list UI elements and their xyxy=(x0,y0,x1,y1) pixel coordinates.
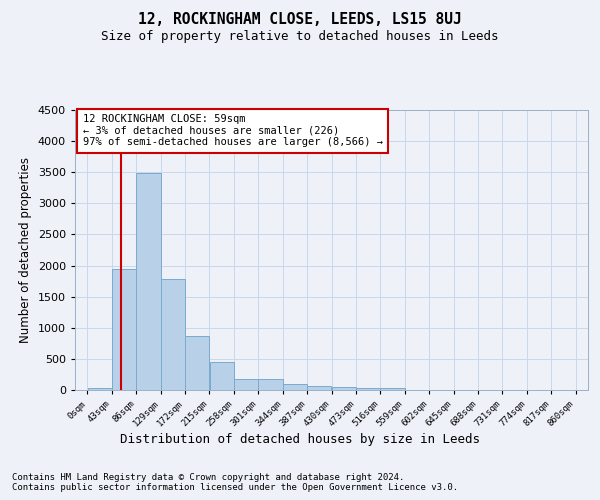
Bar xyxy=(332,387,356,390)
Bar xyxy=(161,279,185,390)
Bar xyxy=(209,362,234,390)
Bar xyxy=(259,380,283,390)
Bar xyxy=(234,379,258,390)
Bar xyxy=(356,388,380,390)
Text: 12, ROCKINGHAM CLOSE, LEEDS, LS15 8UJ: 12, ROCKINGHAM CLOSE, LEEDS, LS15 8UJ xyxy=(138,12,462,28)
Bar xyxy=(380,388,404,390)
Bar xyxy=(307,386,331,390)
Bar xyxy=(136,174,161,390)
Text: Distribution of detached houses by size in Leeds: Distribution of detached houses by size … xyxy=(120,432,480,446)
Text: Contains public sector information licensed under the Open Government Licence v3: Contains public sector information licen… xyxy=(12,484,458,492)
Text: Size of property relative to detached houses in Leeds: Size of property relative to detached ho… xyxy=(101,30,499,43)
Y-axis label: Number of detached properties: Number of detached properties xyxy=(19,157,32,343)
Text: Contains HM Land Registry data © Crown copyright and database right 2024.: Contains HM Land Registry data © Crown c… xyxy=(12,472,404,482)
Bar xyxy=(185,336,209,390)
Text: 12 ROCKINGHAM CLOSE: 59sqm
← 3% of detached houses are smaller (226)
97% of semi: 12 ROCKINGHAM CLOSE: 59sqm ← 3% of detac… xyxy=(83,114,383,148)
Bar xyxy=(88,388,112,390)
Bar xyxy=(283,384,307,390)
Bar xyxy=(112,268,136,390)
